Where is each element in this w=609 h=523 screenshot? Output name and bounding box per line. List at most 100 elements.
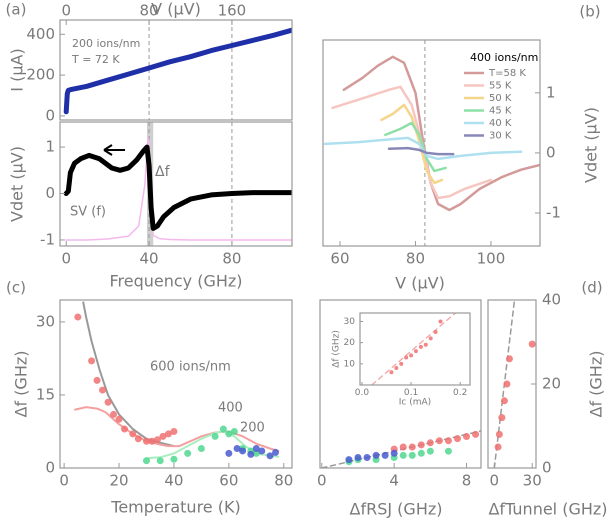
plot-area	[321, 430, 481, 468]
data-point	[426, 439, 434, 447]
plot-area	[493, 300, 536, 468]
y-tick-label: 20	[542, 375, 561, 393]
data-point	[211, 432, 219, 440]
data-point	[258, 447, 266, 455]
data-point	[409, 353, 414, 358]
data-point	[230, 427, 238, 435]
legend-label: T=58 K	[488, 68, 526, 79]
data-point	[134, 435, 142, 443]
y-tick-label: 1	[45, 138, 55, 156]
data-point	[413, 349, 418, 354]
data-point	[399, 451, 407, 459]
data-point	[252, 445, 260, 453]
y-axis-label: Δf (GHz)	[12, 351, 31, 418]
legend-label: 45 K	[489, 106, 512, 117]
y-tick-label: 0	[45, 106, 55, 124]
series-label: SV (f)	[70, 205, 106, 220]
y-tick-label: 20	[344, 338, 356, 348]
data-point	[417, 449, 425, 457]
data-point	[408, 443, 416, 451]
x-tick-label: 60	[330, 249, 349, 267]
x-tick-label: 100	[477, 249, 506, 267]
data-line	[65, 137, 292, 241]
data-point	[233, 445, 241, 453]
legend-label: 50 K	[489, 93, 512, 104]
axes-frame	[322, 39, 541, 247]
data-point	[423, 342, 428, 347]
x-tick-label: 8	[462, 471, 472, 489]
plot-area	[63, 20, 292, 120]
data-point	[495, 430, 503, 438]
x-tick-label: 0	[61, 2, 71, 20]
data-point	[417, 441, 425, 449]
data-point	[247, 450, 255, 458]
data-point	[354, 454, 362, 461]
data-point	[503, 380, 511, 388]
data-point	[115, 415, 123, 423]
x-axis-label: Frequency (GHz)	[109, 272, 242, 291]
data-point	[252, 449, 260, 457]
y-tick-label: 200	[26, 66, 55, 84]
data-point	[99, 386, 107, 394]
y-tick-label: 0	[45, 459, 55, 477]
data-point	[159, 432, 167, 440]
data-point	[381, 451, 389, 459]
annotation: T = 72 K	[71, 53, 120, 66]
data-point	[428, 336, 433, 341]
data-point	[390, 449, 398, 457]
data-point	[494, 443, 502, 451]
plot-area	[74, 301, 280, 465]
plot-area	[63, 122, 292, 246]
plot-area	[323, 40, 540, 246]
panel-label: (c)	[6, 279, 26, 297]
x-tick-label: 0	[61, 249, 71, 267]
y-tick-label: 15	[36, 385, 55, 403]
x-tick-label: 4	[389, 471, 399, 489]
data-point	[225, 449, 233, 457]
data-point	[505, 355, 513, 363]
axes-frame	[319, 299, 482, 469]
x-axis-label: V (μV)	[151, 0, 201, 19]
x-tick-label: 0	[317, 471, 327, 489]
x-tick-label: 0.1	[404, 388, 418, 398]
x-tick-label: 0	[59, 471, 69, 489]
data-point	[394, 366, 399, 371]
data-point	[164, 430, 172, 438]
data-point	[74, 313, 82, 321]
y-tick-label: 30	[36, 312, 55, 330]
y-axis-label: Vdet (μV)	[582, 107, 601, 183]
data-point	[129, 430, 137, 438]
data-point	[528, 340, 536, 348]
data-point	[345, 456, 353, 464]
x-axis-label: Ic (mA)	[399, 398, 431, 408]
data-point	[142, 457, 150, 465]
series-label: 600 ions/nm	[150, 360, 231, 375]
series-label: 400	[218, 401, 243, 416]
data-point	[404, 355, 409, 360]
legend-title: 400 ions/nm	[470, 51, 538, 64]
data-point	[363, 454, 371, 461]
x-axis-label: Temperature (K)	[110, 498, 240, 517]
data-line	[331, 85, 493, 200]
data-point	[104, 398, 112, 406]
panel-label: (d)	[581, 279, 602, 297]
x-axis-label: ΔfTunnel (GHz)	[488, 500, 607, 519]
x-tick-label: 0.2	[453, 388, 467, 398]
panel-label: (a)	[6, 1, 27, 19]
panel-label: (b)	[579, 3, 600, 21]
y-tick-label: 40	[542, 291, 561, 309]
data-point	[148, 437, 156, 445]
data-point	[156, 457, 164, 465]
data-point	[142, 437, 150, 445]
legend-label: 40 K	[489, 118, 512, 129]
data-line	[74, 406, 280, 452]
data-point	[121, 425, 129, 433]
x-tick-label: 0	[490, 471, 500, 489]
x-axis-label: ΔfRSJ (GHz)	[350, 500, 443, 519]
y-axis-label: Δf (GHz)	[587, 351, 606, 418]
y-tick-label: 0	[546, 143, 556, 161]
x-tick-label: 20	[109, 471, 128, 489]
legend-label: 55 K	[489, 81, 512, 92]
data-point	[266, 452, 274, 460]
axes-frame	[359, 312, 471, 386]
